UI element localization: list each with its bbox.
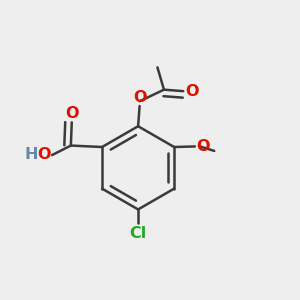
Text: Cl: Cl [130,226,147,241]
Text: O: O [38,147,51,162]
Text: O: O [196,139,209,154]
Text: H: H [25,147,38,162]
Text: O: O [185,84,198,99]
Text: O: O [133,90,146,105]
Text: O: O [65,106,79,121]
